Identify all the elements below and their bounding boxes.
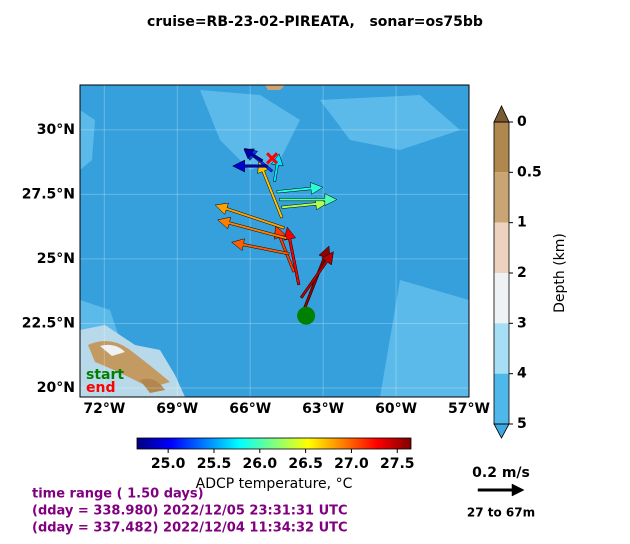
depth-tick-label: 5	[517, 416, 527, 432]
depth-extend-bottom	[493, 423, 510, 439]
velocity-vector	[243, 148, 264, 163]
legend-end: end	[86, 380, 115, 396]
lon-tick-label: 60°W	[375, 401, 417, 417]
depth-color-band	[494, 323, 509, 374]
depth-tick-label: 1	[517, 215, 527, 231]
lon-tick-label: 63°W	[302, 401, 344, 417]
temp-tick-label: 27.5	[380, 456, 415, 472]
scale-depth: 27 to 67m	[467, 506, 535, 520]
start-marker	[297, 306, 316, 325]
velocity-vector	[231, 238, 290, 256]
velocity-vector	[232, 159, 268, 173]
depth-tick-label: 3	[517, 315, 527, 331]
lat-tick-label: 27.5°N	[22, 186, 75, 202]
temp-label: ADCP temperature, °C	[196, 476, 353, 492]
lon-tick-label: 72°W	[83, 401, 125, 417]
depth-tick-label: 0	[517, 114, 527, 130]
temp-tick-label: 26.0	[243, 456, 278, 472]
map-frame	[79, 84, 470, 398]
lat-tick-label: 22.5°N	[22, 315, 75, 331]
lon-tick-label: 57°W	[448, 401, 490, 417]
depth-color-band	[494, 273, 509, 324]
velocity-vector	[276, 182, 324, 195]
velocity-vector	[283, 226, 301, 286]
depth-color-band	[494, 122, 509, 173]
lon-tick-label: 66°W	[229, 401, 271, 417]
depth-color-band	[494, 172, 509, 223]
title: cruise=RB-23-02-PIREATA, sonar=os75bb	[147, 14, 483, 30]
depth-color-band	[494, 373, 509, 424]
temp-tick-label: 25.5	[197, 456, 232, 472]
depth-tick-label: 4	[517, 366, 527, 382]
velocity-vector	[214, 202, 285, 230]
legend-start: start	[86, 367, 124, 383]
lat-tick-label: 20°N	[37, 380, 75, 396]
temp-colorbar	[136, 437, 412, 450]
scale-arrow	[477, 483, 525, 497]
depth-tick-label: 0.5	[517, 164, 542, 180]
time-end: (dday = 338.980) 2022/12/05 23:31:31 UTC	[32, 504, 348, 519]
depth-color-band	[494, 222, 509, 273]
depth-extend-top	[493, 105, 510, 123]
depth-label: Depth (km)	[552, 233, 568, 313]
lat-tick-label: 25°N	[37, 251, 75, 267]
lat-tick-label: 30°N	[37, 122, 75, 138]
velocity-vector	[299, 251, 334, 299]
temp-tick-label: 25.0	[151, 456, 186, 472]
velocity-vector	[279, 193, 338, 206]
map-background	[80, 85, 469, 397]
end-marker	[266, 152, 279, 165]
temp-tick-label: 27.0	[334, 456, 369, 472]
time-range: time range ( 1.50 days)	[32, 487, 204, 502]
time-start: (dday = 337.482) 2022/12/04 11:34:32 UTC	[32, 521, 348, 536]
temp-tick-label: 26.5	[288, 456, 323, 472]
scale-label: 0.2 m/s	[472, 465, 530, 481]
depth-tick-label: 2	[517, 265, 527, 281]
map-layer	[80, 85, 469, 397]
lon-tick-label: 69°W	[156, 401, 198, 417]
velocity-vector	[217, 216, 288, 240]
